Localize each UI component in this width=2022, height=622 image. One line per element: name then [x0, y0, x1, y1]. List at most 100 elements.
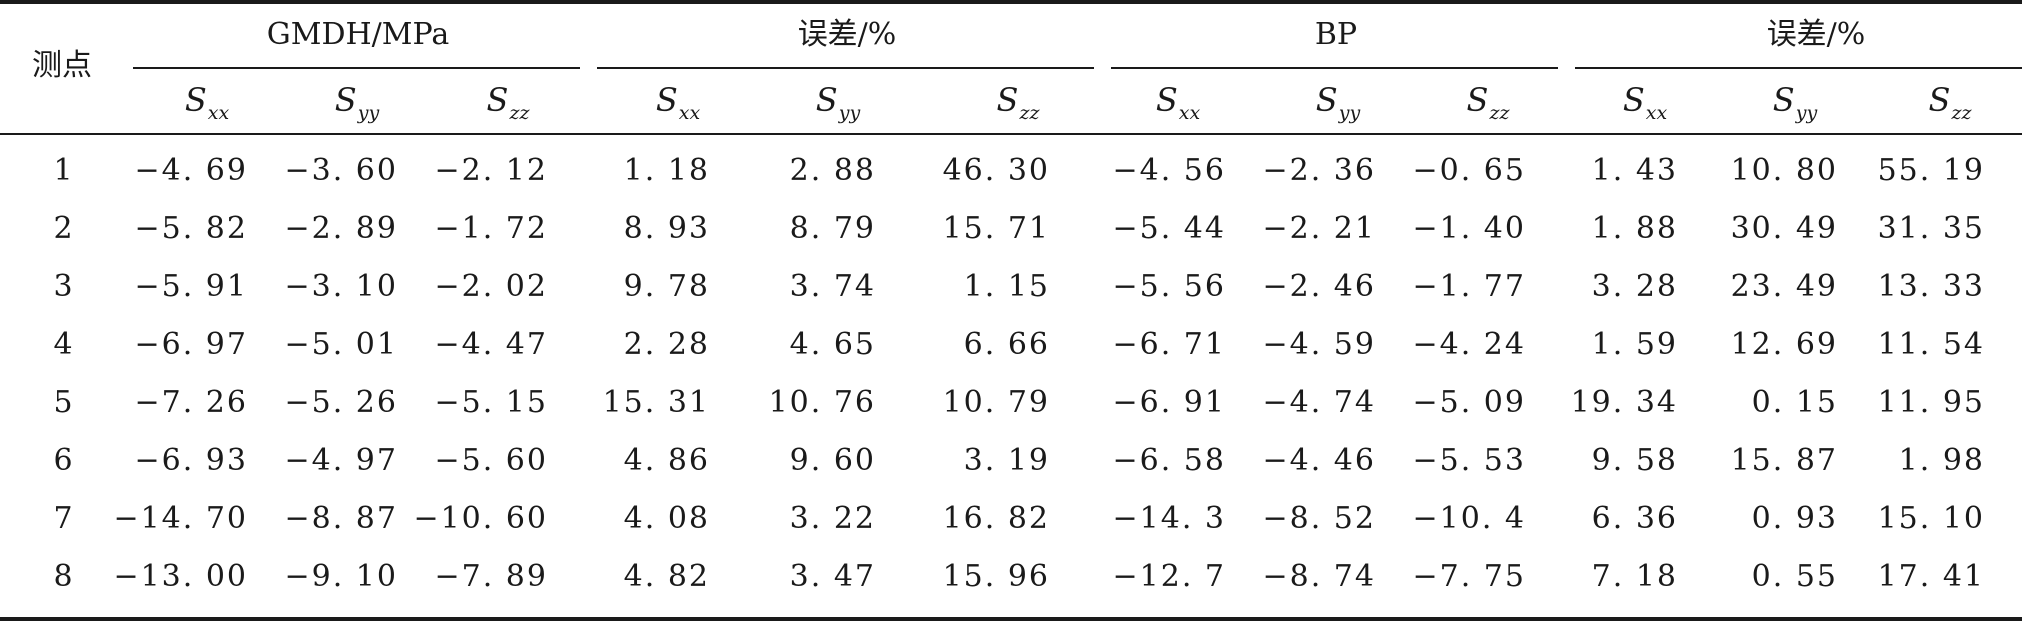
column-header-symbol: S: [655, 81, 678, 119]
table-top-rule: [0, 0, 2022, 4]
table-cell: −6. 71: [1112, 327, 1226, 362]
table-cell: 15. 10: [1877, 501, 1985, 536]
group-title-gmdh-error: 误差/%: [797, 17, 897, 52]
table-cell: −13. 00: [113, 559, 248, 594]
table-cell: 10. 76: [768, 385, 876, 420]
table-cell: 4. 86: [623, 443, 710, 478]
column-header-subscript: xx: [207, 102, 230, 124]
header-body-rule: [0, 133, 2022, 135]
table-cell: 4. 65: [789, 327, 876, 362]
table-cell: −12. 7: [1112, 559, 1226, 594]
column-header-subscript: yy: [1338, 102, 1361, 124]
table-cell: −1. 72: [434, 211, 548, 246]
column-header: Syy: [1316, 82, 1360, 131]
column-header-subscript: zz: [1951, 102, 1972, 124]
table-cell: −5. 60: [434, 443, 548, 478]
column-header: Szz: [997, 82, 1040, 131]
table-cell: 2. 88: [789, 153, 876, 188]
table-cell: 23. 49: [1730, 269, 1838, 304]
table-cell: −4. 59: [1262, 327, 1376, 362]
column-header-subscript: zz: [1019, 102, 1040, 124]
column-header-subscript: xx: [678, 102, 701, 124]
table-cell: −5. 26: [284, 385, 398, 420]
table-cell: −5. 56: [1112, 269, 1226, 304]
table-cell: −6. 58: [1112, 443, 1226, 478]
table-cell: −5. 01: [284, 327, 398, 362]
table-cell: 30. 49: [1730, 211, 1838, 246]
table-cell: −4. 24: [1412, 327, 1526, 362]
table-cell: 2. 28: [623, 327, 710, 362]
table-cell: −4. 47: [434, 327, 548, 362]
table-cell: 7. 18: [1591, 559, 1678, 594]
corner-label: 测点: [32, 48, 92, 83]
column-header-symbol: S: [184, 81, 207, 119]
table-cell: 55. 19: [1877, 153, 1985, 188]
table-cell: −1. 77: [1412, 269, 1526, 304]
table-cell: 3. 28: [1591, 269, 1678, 304]
row-id: 6: [53, 443, 75, 478]
table-cell: 1. 59: [1591, 327, 1678, 362]
table-cell: 31. 35: [1877, 211, 1985, 246]
row-id: 5: [53, 385, 75, 420]
table-cell: −4. 46: [1262, 443, 1376, 478]
column-header-symbol: S: [1315, 81, 1338, 119]
table-cell: 17. 41: [1877, 559, 1985, 594]
table-cell: −4. 69: [134, 153, 248, 188]
column-header: Syy: [1773, 82, 1817, 131]
table-cell: 0. 55: [1751, 559, 1838, 594]
table-cell: −5. 09: [1412, 385, 1526, 420]
row-id: 4: [53, 327, 75, 362]
column-header-subscript: yy: [357, 102, 380, 124]
table-cell: −7. 89: [434, 559, 548, 594]
table-cell: 1. 43: [1591, 153, 1678, 188]
table-cell: −7. 75: [1412, 559, 1526, 594]
column-header-subscript: xx: [1178, 102, 1201, 124]
column-header-symbol: S: [815, 81, 838, 119]
group-rule-gmdh-error: [597, 67, 1094, 69]
group-title-bp: BP: [1314, 17, 1358, 52]
table-cell: 10. 79: [942, 385, 1050, 420]
table-cell: −0. 65: [1412, 153, 1526, 188]
column-header-subscript: yy: [1795, 102, 1818, 124]
table-cell: 9. 58: [1591, 443, 1678, 478]
table-cell: 3. 19: [963, 443, 1050, 478]
table-cell: −2. 21: [1262, 211, 1376, 246]
table-cell: 4. 82: [623, 559, 710, 594]
column-header-subscript: zz: [509, 102, 530, 124]
table-cell: −6. 91: [1112, 385, 1226, 420]
table-cell: 15. 87: [1730, 443, 1838, 478]
table-cell: 1. 98: [1898, 443, 1985, 478]
table-cell: 3. 22: [789, 501, 876, 536]
table-cell: −14. 3: [1112, 501, 1226, 536]
row-id: 7: [53, 501, 75, 536]
group-rule-gmdh: [133, 67, 580, 69]
column-header-symbol: S: [996, 81, 1019, 119]
table-cell: 6. 36: [1591, 501, 1678, 536]
table-cell: −1. 40: [1412, 211, 1526, 246]
table-cell: 3. 74: [789, 269, 876, 304]
table-cell: −2. 36: [1262, 153, 1376, 188]
table-cell: −5. 15: [434, 385, 548, 420]
table-cell: −2. 46: [1262, 269, 1376, 304]
column-header-symbol: S: [1772, 81, 1795, 119]
table-cell: 13. 33: [1877, 269, 1985, 304]
table-cell: 15. 31: [602, 385, 710, 420]
column-header-symbol: S: [1928, 81, 1951, 119]
table-cell: −8. 87: [284, 501, 398, 536]
row-id: 1: [53, 153, 75, 188]
table-cell: −4. 97: [284, 443, 398, 478]
table-cell: 0. 93: [1751, 501, 1838, 536]
table-cell: −10. 4: [1412, 501, 1526, 536]
group-rule-bp: [1111, 67, 1558, 69]
column-header-symbol: S: [1622, 81, 1645, 119]
table-cell: −2. 89: [284, 211, 398, 246]
table-cell: −3. 10: [284, 269, 398, 304]
group-title-gmdh: GMDH/MPa: [266, 17, 450, 52]
group-rule-bp-error: [1575, 67, 2022, 69]
row-id: 8: [53, 559, 75, 594]
table-cell: −3. 60: [284, 153, 398, 188]
table-cell: −4. 56: [1112, 153, 1226, 188]
table-cell: −7. 26: [134, 385, 248, 420]
table-cell: −5. 44: [1112, 211, 1226, 246]
row-id: 3: [53, 269, 75, 304]
